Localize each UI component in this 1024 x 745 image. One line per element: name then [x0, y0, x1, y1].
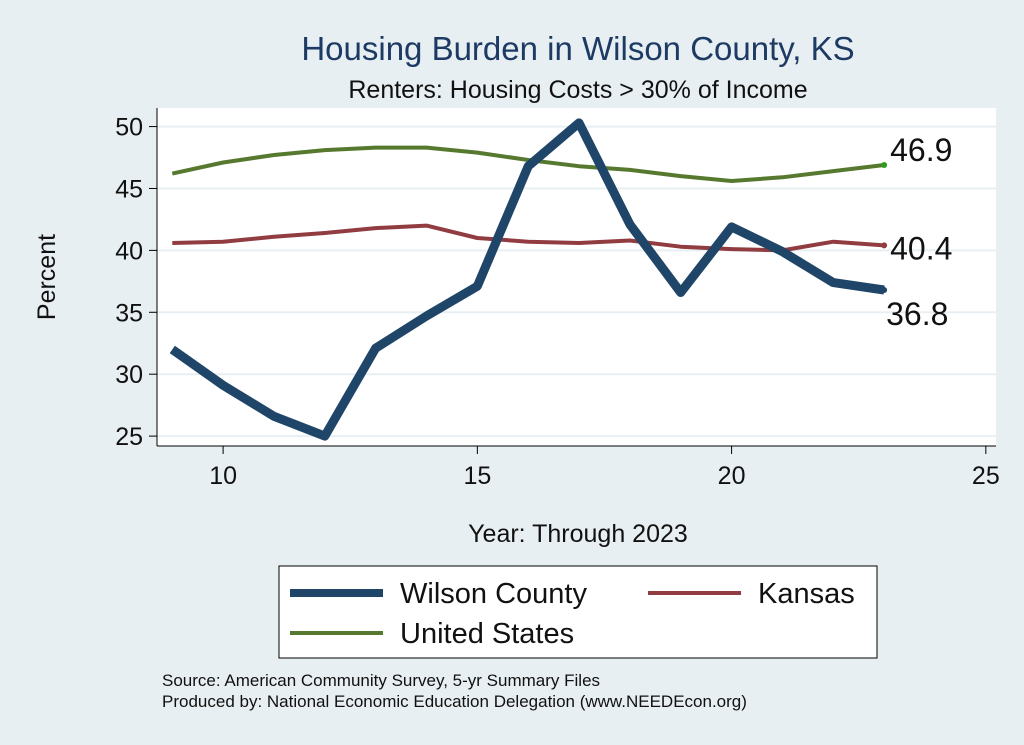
x-tick-label-25: 25 [972, 462, 1000, 490]
x-tick-label-15: 15 [463, 462, 491, 490]
legend-box [278, 565, 878, 659]
x-tick-label-10: 10 [209, 462, 237, 490]
axes: 25 30 35 40 45 50 10 15 20 25 [115, 108, 1000, 490]
end-labels: 36.8 40.4 46.9 [886, 132, 952, 332]
y-tick-label-25: 25 [115, 423, 143, 451]
series-line-kansas [172, 223, 885, 253]
producer-note: Produced by: National Economic Education… [162, 692, 747, 711]
series-line-united-states [171, 145, 885, 183]
y-tick-label-40: 40 [115, 237, 143, 265]
y-tick-label-30: 30 [115, 361, 143, 389]
legend-label-kansas: Kansas [758, 578, 855, 610]
series-line-wilson-county [169, 118, 885, 441]
end-point-kansas [881, 242, 888, 249]
legend: Wilson County Kansas United States [278, 565, 878, 659]
end-label-kansas: 40.4 [890, 230, 952, 266]
y-tick-label-35: 35 [115, 299, 143, 327]
y-tick-label-45: 45 [115, 175, 143, 203]
plot-area [157, 108, 996, 446]
chart-title: Housing Burden in Wilson County, KS [301, 30, 854, 67]
y-axis-label: Percent [33, 234, 61, 320]
chart-subtitle: Renters: Housing Costs > 30% of Income [348, 76, 807, 104]
x-tick-label-20: 20 [718, 462, 746, 490]
source-note: Source: American Community Survey, 5-yr … [162, 671, 600, 690]
legend-label-united-states: United States [400, 618, 574, 650]
end-point-united-states [881, 161, 888, 168]
series-lines [169, 118, 888, 441]
end-point-wilson-county [881, 287, 888, 293]
x-axis-label: Year: Through 2023 [468, 520, 688, 548]
legend-label-wilson-county: Wilson County [400, 578, 587, 610]
end-label-wilson-county: 36.8 [886, 296, 948, 332]
y-tick-label-50: 50 [115, 114, 143, 142]
end-label-united-states: 46.9 [890, 132, 952, 168]
